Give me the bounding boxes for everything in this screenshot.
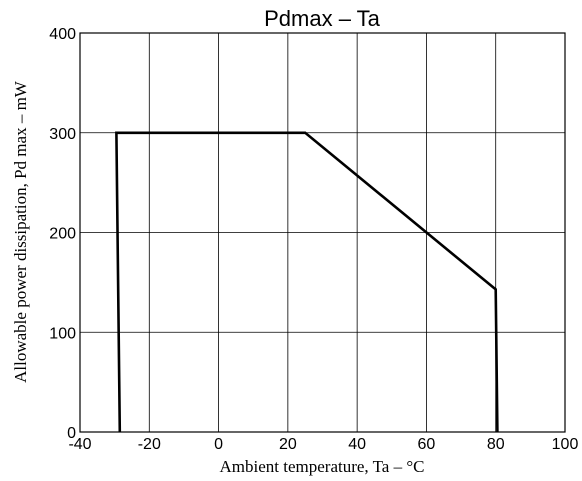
x-axis-label: Ambient temperature, Ta – °C: [220, 457, 425, 476]
series-layer: [115, 131, 499, 433]
y-tick-label: 300: [49, 126, 76, 143]
grid: [80, 33, 565, 432]
y-tick-label: 100: [49, 325, 76, 342]
series-line: [115, 131, 499, 433]
plot-frame: [79, 32, 566, 433]
x-tick-label: 60: [418, 436, 436, 453]
x-axis-tick-labels: -40 -20 0 20 40 60 80 100: [68, 436, 578, 453]
x-tick-label: -40: [68, 436, 91, 453]
y-axis-label: Allowable power dissipation, Pd max – mW: [11, 80, 30, 383]
x-tick-label: 20: [279, 436, 297, 453]
y-tick-label: 0: [67, 425, 76, 442]
y-axis-tick-labels: 0 100 200 300 400: [49, 26, 76, 442]
x-tick-label: 40: [348, 436, 366, 453]
x-tick-label: 0: [214, 436, 223, 453]
chart-title: Pdmax – Ta: [264, 6, 381, 31]
y-tick-label: 400: [49, 26, 76, 43]
x-tick-label: 80: [487, 436, 505, 453]
y-tick-label: 200: [49, 226, 76, 243]
x-tick-label: 100: [552, 436, 579, 453]
x-tick-label: -20: [138, 436, 161, 453]
